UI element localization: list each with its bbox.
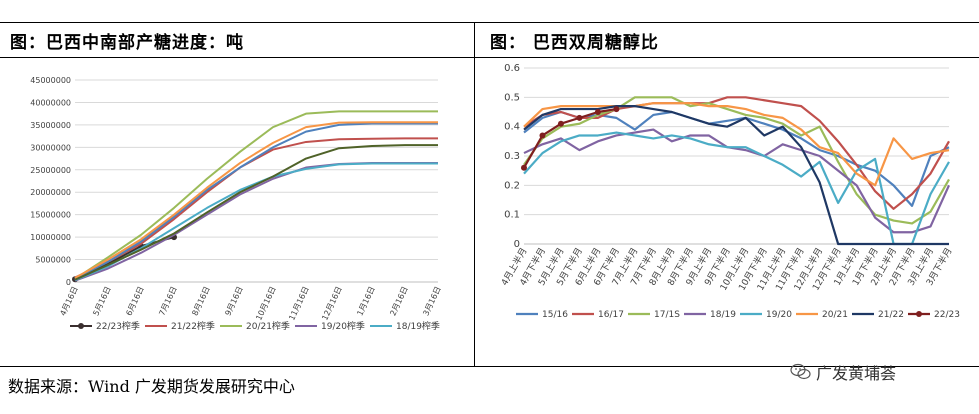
legend-label: 19/20	[766, 310, 792, 320]
y-tick-label: 5000000	[35, 256, 71, 265]
legend-label: 22/23榨季	[96, 320, 140, 332]
series-line	[74, 137, 438, 279]
x-tick-label: 2月16日	[388, 285, 409, 317]
series-line	[523, 105, 949, 246]
series-line	[523, 131, 950, 246]
data-point	[613, 106, 620, 113]
y-tick-label: 0.1	[504, 210, 520, 221]
series-line	[74, 121, 438, 279]
series-line	[74, 110, 438, 280]
legend-label: 19/20榨季	[321, 320, 365, 332]
bottom-rule	[0, 366, 979, 367]
series-line	[523, 96, 950, 225]
x-tick-label: 3月16日	[421, 285, 442, 317]
top-rule	[0, 22, 979, 23]
header-rule	[0, 57, 979, 58]
y-tick-label: 35000000	[30, 121, 71, 130]
legend-label: 21/22	[878, 310, 904, 320]
series-line	[523, 96, 950, 210]
y-tick-label: 20000000	[30, 188, 71, 197]
x-tick-label: 7月16日	[157, 285, 178, 317]
y-tick-label: 0	[66, 278, 71, 287]
y-tick-label: 30000000	[30, 143, 71, 152]
right-chart: 00.10.20.30.40.50.64月上半月4月下半月5月上半月5月下半月6…	[498, 63, 960, 320]
data-point	[539, 132, 546, 139]
data-point	[594, 109, 601, 115]
data-point	[521, 164, 527, 171]
y-tick-label: 0.3	[504, 151, 520, 162]
x-tick-label: 11月16日	[287, 285, 311, 322]
x-tick-label: 12月16日	[320, 285, 344, 322]
left-chart-title: 图：巴西中南部产糖进度：吨	[10, 33, 244, 53]
legend-marker	[78, 323, 84, 329]
x-tick-label: 10月16日	[254, 285, 278, 322]
legend-label: 17/1S	[654, 310, 680, 320]
x-tick-label: 1月16日	[355, 285, 376, 317]
legend-marker	[916, 311, 922, 317]
x-tick-label: 5月16日	[91, 285, 112, 317]
series-line	[74, 162, 438, 282]
y-tick-label: 10000000	[30, 233, 71, 242]
legend-label: 15/16	[542, 310, 568, 320]
legend-label: 22/23	[934, 310, 960, 320]
left-chart: 0 5000000 10000000 15000000 20000000 25000000…	[30, 76, 443, 332]
series-line	[523, 128, 951, 234]
x-tick-label: 6月16日	[124, 285, 145, 317]
data-source-note: 数据来源：Wind 广发期货发展研究中心	[8, 377, 295, 396]
y-tick-label: 15000000	[30, 211, 71, 220]
y-tick-label: 0.2	[504, 180, 520, 191]
x-tick-label: 8月16日	[190, 285, 211, 317]
legend-label: 20/21	[822, 310, 848, 320]
wechat-icon	[790, 363, 811, 380]
watermark-label: 广发黄埔荟	[816, 364, 897, 383]
series-line	[74, 162, 438, 282]
series-line	[74, 122, 438, 280]
y-tick-label: 45000000	[30, 76, 71, 85]
x-tick-label: 9月16日	[223, 285, 244, 317]
watermark: 广发黄埔荟	[790, 360, 896, 384]
data-point	[557, 120, 564, 127]
data-point	[576, 114, 583, 121]
y-tick-label: 0.4	[504, 122, 520, 133]
legend-label: 16/17	[598, 310, 624, 320]
series-line	[74, 144, 438, 281]
y-tick-label: 0.5	[504, 92, 520, 103]
right-chart-title: 图： 巴西双周糖醇比	[490, 33, 659, 53]
panel-divider	[474, 22, 475, 366]
y-tick-label: 40000000	[30, 98, 71, 107]
legend-label: 20/21榨季	[246, 320, 290, 332]
y-tick-label: 25000000	[30, 166, 71, 175]
x-tick-label: 4月16日	[58, 285, 79, 317]
series-line	[523, 107, 617, 169]
legend-label: 21/22榨季	[171, 320, 215, 332]
y-tick-label: 0.6	[504, 63, 520, 74]
legend-label: 18/19	[710, 310, 736, 320]
legend-label: 18/19榨季	[396, 320, 440, 332]
series-line	[523, 102, 950, 187]
y-tick-label: 0	[514, 239, 520, 250]
